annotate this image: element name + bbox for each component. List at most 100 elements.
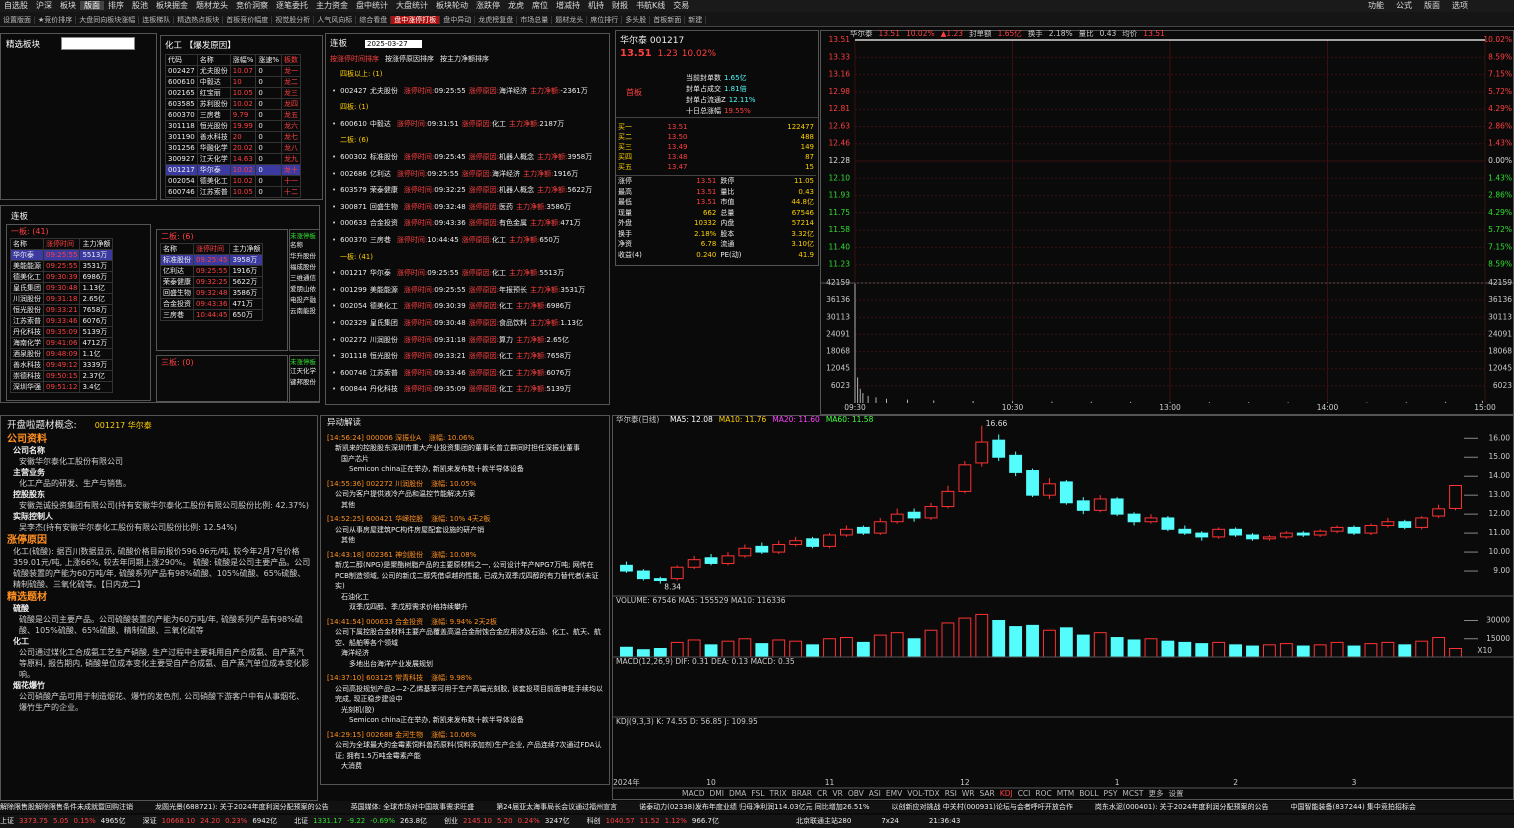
table-row[interactable]: 美能能源 09:25:55 3531万 — [10, 260, 114, 272]
table-row[interactable]: 川润股份 09:31:18 2.65亿 — [10, 293, 114, 305]
indicator-tab: RSI — [945, 789, 957, 798]
menu-item[interactable]: 财报 — [612, 1, 628, 10]
menu-item[interactable]: 公式 — [1396, 1, 1412, 10]
volume-bar — [1009, 626, 1023, 658]
tab[interactable]: 综合看盘 — [356, 16, 392, 24]
menu-item[interactable]: 涨跌停 — [476, 1, 500, 10]
menu-item[interactable]: 机持 — [588, 1, 604, 10]
tab[interactable]: 大盘同向板块涨幅 — [76, 16, 140, 24]
tab[interactable]: 设置版面 — [0, 16, 35, 24]
tab[interactable]: 龙虎榜复盘 — [475, 16, 518, 24]
menu-item[interactable]: 逐笔委托 — [276, 1, 308, 10]
menu-item[interactable]: 龙虎 — [508, 1, 524, 10]
menu-item[interactable]: 股池 — [132, 1, 148, 10]
table-row[interactable]: 恒光股份 09:33:21 7658万 — [10, 304, 114, 316]
news-item[interactable]: 诺泰动力(02338)发布年度业绩 归母净利润114.03亿元 同比增加26.5… — [639, 803, 870, 811]
table-row[interactable]: 301190 善水科技 20 0 龙七 — [165, 131, 302, 143]
menu-item[interactable]: 席位 — [532, 1, 548, 10]
menu-item[interactable]: 盘中统计 — [356, 1, 388, 10]
table-row[interactable]: 酒泉股份 09:48:09 1.1亿 — [10, 348, 114, 360]
table-row[interactable]: 德美化工 09:30:39 6986万 — [10, 271, 114, 283]
menu-item[interactable]: 题材龙头 — [196, 1, 228, 10]
theme-text: 公司通过煤化工合成氨工艺生产硝酸, 生产过程中主要耗用自产合成氨、自产蒸汽等原料… — [19, 648, 310, 679]
table-row[interactable]: 600746 江苏索普 10.05 0 十二 — [165, 186, 302, 198]
menu-item[interactable]: 板块轮动 — [436, 1, 468, 10]
menu-item[interactable]: 板块 — [60, 1, 76, 10]
sort-tab[interactable]: 按主力净额排序 — [440, 55, 489, 63]
menu-item[interactable]: 排序 — [108, 1, 124, 10]
field-label: 主力净额: — [516, 352, 547, 361]
table-cell: 3586万 — [229, 287, 264, 299]
tab[interactable]: 首板竞价幅度 — [223, 16, 273, 24]
tab[interactable]: 盘中涨停打板 — [391, 16, 441, 24]
table-row[interactable]: 301256 华融化学 20.02 0 龙八 — [165, 142, 302, 154]
table-row[interactable]: 海南化学 09:41:06 4712万 — [10, 337, 114, 349]
book-cell: 买四 — [618, 153, 632, 161]
menu-item[interactable]: 版面 — [1424, 1, 1440, 10]
table-row[interactable]: 002165 红宝丽 10.05 0 龙三 — [165, 87, 302, 99]
news-item[interactable]: 龙圆光景(688721): 关于2024年度利润分配预案的公告 — [155, 803, 329, 811]
menu-item[interactable]: 板块掘金 — [156, 1, 188, 10]
menu-item[interactable]: 竞价洞察 — [236, 1, 268, 10]
table-row[interactable]: 江苏索普 09:33:46 6076万 — [10, 315, 114, 327]
menu-item[interactable]: 大盘统计 — [396, 1, 428, 10]
table-row[interactable]: 300927 江天化学 14.63 0 龙九 — [165, 153, 302, 165]
table-row[interactable]: 回盛生物 09:32:48 3586万 — [160, 287, 264, 299]
sort-tab[interactable]: 按涨停时间排序 — [330, 55, 379, 63]
search-input[interactable] — [61, 37, 135, 50]
tab[interactable]: 连板梯队 — [139, 16, 175, 24]
table-row[interactable]: 301118 恒光股份 19.99 0 龙六 — [165, 120, 302, 132]
sort-tab[interactable]: 按涨停原因排序 — [385, 55, 434, 63]
table-row[interactable]: 皇氏集团 09:30:48 1.13亿 — [10, 282, 114, 294]
menu-item[interactable]: 选项 — [1452, 1, 1468, 10]
stats-cell: 44.8亿 — [791, 198, 814, 207]
tab[interactable]: 人气风向标 — [314, 16, 357, 24]
stats-cell: 涨停 — [618, 177, 632, 186]
menu-item[interactable]: 交易 — [673, 1, 690, 10]
menu-item[interactable]: 自选股 — [4, 1, 28, 10]
tab[interactable]: 新建 — [685, 16, 707, 24]
table-row[interactable]: 600370 三房巷 9.79 0 龙五 — [165, 109, 302, 121]
date-input[interactable]: 2025-03-27 — [365, 40, 422, 48]
table-cell: 09:33:46 — [42, 315, 81, 327]
news-item[interactable]: 解除限售股解除限售条件未成就暨回购注销 — [0, 803, 133, 811]
tab[interactable]: 视觉股分析 — [272, 16, 315, 24]
table-row[interactable]: 002054 德美化工 10.02 0 十一 — [165, 175, 302, 187]
news-item[interactable]: 以创新应对挑战 中关村(000931)论坛与会者呼吁开放合作 — [891, 803, 1073, 811]
tab[interactable]: 多头股 — [622, 16, 651, 24]
table-row[interactable]: 崇德科技 09:50:15 2.37亿 — [10, 370, 114, 382]
tab[interactable]: 市场总量 — [517, 16, 553, 24]
table-row[interactable]: 亿利达 09:25:55 1916万 — [160, 265, 264, 277]
table-row[interactable]: 三房巷 10:44:45 650万 — [160, 309, 264, 321]
table-row[interactable]: 603585 苏利股份 10.02 0 龙四 — [165, 98, 302, 110]
menu-item[interactable]: 版面 — [80, 1, 104, 10]
menu-item[interactable]: 增减持 — [556, 1, 580, 10]
table-row[interactable]: 合金投资 09:43:36 471万 — [160, 298, 264, 310]
table-row[interactable]: 600610 中毅达 10 0 龙二 — [165, 76, 302, 88]
table-cell: 2.65亿 — [79, 293, 114, 305]
table-row[interactable]: 002427 尤夫股份 10.07 0 龙一 — [165, 65, 302, 77]
table-row[interactable]: 华尔泰 09:25:55 5513万 — [10, 249, 114, 261]
menu-item[interactable]: 沪深 — [36, 1, 52, 10]
table-row[interactable]: 善水科技 09:49:12 3339万 — [10, 359, 114, 371]
news-item[interactable]: 中国智能装备(837244) 集中竞拍招标会 — [1290, 803, 1416, 811]
news-item[interactable]: 英国媒体: 全球市场对中国故事需求旺盛 — [350, 803, 475, 811]
tab[interactable]: 盘中异动 — [440, 16, 476, 24]
menu-item[interactable]: 书航K线 — [636, 1, 666, 10]
table-row[interactable]: 001217 华尔泰 10.02 0 龙十 — [165, 164, 302, 176]
table-row[interactable]: 荣泰健康 09:32:25 5622万 — [160, 276, 264, 288]
table-row[interactable]: 深圳华强 09:51:12 3.4亿 — [10, 381, 114, 393]
tab[interactable]: 首板新面 — [650, 16, 686, 24]
move-desc: 公司从事房屋建筑PC构件房屋配套设施的研产销 — [335, 525, 485, 534]
menu-item[interactable]: 功能 — [1368, 1, 1384, 10]
tab[interactable]: 席位排行 — [587, 16, 623, 24]
candle-body — [1076, 500, 1090, 511]
table-row[interactable]: 标准股份 09:25:45 3958万 — [160, 254, 264, 266]
news-item[interactable]: 岗东水泥(000401): 关于2024年度利润分配预案的公告 — [1094, 803, 1269, 811]
tab[interactable]: ★竞价排序 — [35, 16, 77, 24]
table-row[interactable]: 丹化科技 09:35:09 5139万 — [10, 326, 114, 338]
menu-item[interactable]: 主力资金 — [316, 1, 348, 10]
tab[interactable]: 题材龙头 — [552, 16, 588, 24]
news-item[interactable]: 第24届亚太海事局长会议通过福州宣言 — [496, 803, 618, 811]
tab[interactable]: 精选热点板块 — [174, 16, 224, 24]
